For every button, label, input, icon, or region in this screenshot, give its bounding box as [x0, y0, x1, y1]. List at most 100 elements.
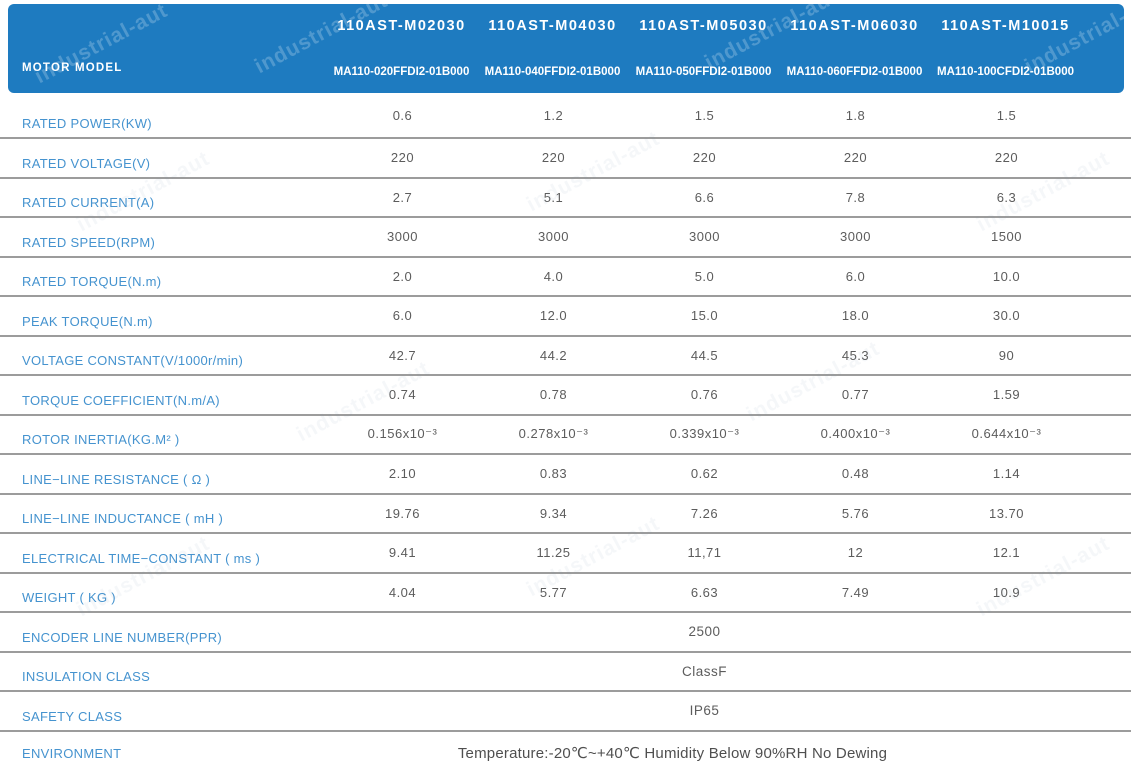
spec-row-label: ENCODER LINE NUMBER(PPR): [22, 629, 223, 645]
part-number: MA110-060FFDI2-01B000: [786, 64, 923, 78]
spec-value: 0.278x10⁻³: [518, 426, 589, 442]
spec-value: 3000: [689, 229, 720, 245]
spec-value: 6.6: [694, 189, 715, 205]
spec-value: 0.156x10⁻³: [367, 426, 438, 442]
table-row: PEAK TORQUE(N.m) 6.0 12.0 15.0 18.0 30.0: [0, 297, 1131, 337]
spec-value: 5.1: [543, 189, 564, 205]
spec-value: 2.10: [388, 466, 417, 482]
spec-value: 0.644x10⁻³: [971, 426, 1042, 442]
spec-row-label: WEIGHT ( KG ): [22, 590, 116, 605]
spec-value: 12.1: [992, 545, 1021, 561]
spec-value: 44.5: [690, 347, 719, 363]
part-number: MA110-050FFDI2-01B000: [635, 64, 772, 78]
spec-row-label: TORQUE COEFFICIENT(N.m/A): [22, 392, 220, 408]
spec-value: 3000: [840, 229, 871, 245]
spec-value: 6.0: [392, 308, 413, 324]
spec-value: 0.400x10⁻³: [820, 426, 891, 442]
table-row: TORQUE COEFFICIENT(N.m/A) 0.74 0.78 0.76…: [0, 376, 1131, 416]
spec-value: 3000: [387, 229, 418, 245]
part-number: MA110-040FFDI2-01B000: [484, 64, 621, 78]
spec-value: 220: [843, 150, 868, 166]
table-header: industrial-aut industrial-aut industrial…: [8, 4, 1124, 93]
table-row: LINE−LINE INDUCTANCE ( mH ) 19.76 9.34 7…: [0, 495, 1131, 534]
spec-value: 90: [998, 347, 1015, 363]
spec-value: 4.04: [388, 584, 417, 600]
motor-model-header-label: MOTOR MODEL: [22, 62, 123, 74]
table-row: RATED POWER(KW) 0.6 1.2 1.5 1.8 1.5: [0, 93, 1131, 139]
table-row: INSULATION CLASS ClassF: [0, 653, 1131, 692]
spec-value: 0.6: [392, 107, 413, 123]
spec-row-label: RATED POWER(KW): [22, 116, 152, 131]
spec-row-label: RATED CURRENT(A): [22, 195, 155, 210]
spec-merged-value: 2500: [688, 624, 721, 640]
spec-value: 0.77: [841, 387, 870, 403]
spec-value: 1.2: [543, 107, 564, 123]
table-row: RATED CURRENT(A) 2.7 5.1 6.6 7.8 6.3: [0, 179, 1131, 218]
spec-rows: RATED POWER(KW) 0.6 1.2 1.5 1.8 1.5 RATE…: [0, 93, 1131, 613]
spec-value: 10.0: [992, 268, 1021, 284]
spec-value: 2.7: [392, 189, 413, 205]
table-row: ROTOR INERTIA(KG.M² ) 0.156x10⁻³ 0.278x1…: [0, 416, 1131, 455]
spec-row-label: INSULATION CLASS: [22, 669, 151, 684]
spec-value: 9.41: [388, 545, 417, 561]
spec-value: 15.0: [690, 308, 719, 324]
model-name: 110AST-M04030: [488, 18, 617, 34]
spec-value: 1.5: [694, 107, 715, 123]
spec-value: 2.0: [392, 268, 413, 284]
spec-value: 11,71: [687, 545, 722, 561]
table-row-environment: ENVIRONMENT Temperature:-20℃~+40℃ Humidi…: [0, 732, 1131, 767]
spec-value: 0.62: [690, 466, 719, 482]
spec-value: 0.78: [539, 387, 568, 403]
spec-value: 1.8: [845, 107, 866, 123]
spec-value: 1500: [991, 229, 1022, 245]
spec-value: 12.0: [539, 308, 568, 324]
spec-value: 10.9: [992, 584, 1021, 600]
spec-row-label: RATED VOLTAGE(V): [22, 155, 151, 171]
spec-value: 0.83: [539, 466, 568, 482]
spec-value: 3000: [538, 229, 569, 245]
table-row: RATED TORQUE(N.m) 2.0 4.0 5.0 6.0 10.0: [0, 258, 1131, 297]
spec-value: 42.7: [388, 347, 417, 363]
spec-value: 7.49: [841, 584, 870, 600]
table-row: RATED VOLTAGE(V) 220 220 220 220 220: [0, 139, 1131, 179]
spec-value: 6.63: [690, 584, 719, 600]
model-name: 110AST-M06030: [790, 18, 919, 34]
spec-value: 6.0: [845, 268, 866, 284]
spec-value: 1.5: [996, 107, 1017, 123]
table-row: RATED SPEED(RPM) 3000 3000 3000 3000 150…: [0, 218, 1131, 258]
table-row: ELECTRICAL TIME−CONSTANT ( ms ) 9.41 11.…: [0, 534, 1131, 574]
spec-value: 18.0: [841, 308, 870, 324]
spec-row-label: ELECTRICAL TIME−CONSTANT ( ms ): [22, 550, 261, 566]
spec-value: 9.34: [539, 505, 568, 521]
table-row: LINE−LINE RESISTANCE ( Ω ) 2.10 0.83 0.6…: [0, 455, 1131, 495]
spec-row-label: PEAK TORQUE(N.m): [22, 313, 153, 329]
spec-row-label: RATED TORQUE(N.m): [22, 274, 162, 289]
spec-value: 44.2: [539, 347, 568, 363]
spec-value: 0.339x10⁻³: [669, 426, 740, 442]
spec-table: RATED POWER(KW) 0.6 1.2 1.5 1.8 1.5 RATE…: [0, 93, 1131, 767]
model-name-row: 110AST-M02030 110AST-M04030 110AST-M0503…: [326, 18, 1081, 34]
spec-value: 0.74: [388, 387, 417, 403]
spec-row-label: ROTOR INERTIA(KG.M² ): [22, 432, 180, 447]
spec-value: 1.59: [992, 387, 1021, 403]
table-row: SAFETY CLASS IP65: [0, 692, 1131, 732]
spec-value: 19.76: [384, 505, 421, 521]
spec-value: 0.48: [841, 466, 870, 482]
watermark-text: industrial-aut: [30, 4, 172, 89]
part-number: MA110-100CFDI2-01B000: [936, 64, 1075, 78]
spec-value: 220: [541, 150, 566, 166]
spec-value: 7.8: [845, 189, 866, 205]
spec-row-label: LINE−LINE RESISTANCE ( Ω ): [22, 471, 211, 487]
table-row: ENCODER LINE NUMBER(PPR) 2500: [0, 613, 1131, 653]
part-number: MA110-020FFDI2-01B000: [333, 64, 470, 78]
spec-merged-value: ClassF: [681, 663, 727, 679]
spec-value: 12: [847, 545, 864, 561]
spec-row-label: LINE−LINE INDUCTANCE ( mH ): [22, 511, 224, 526]
table-row: VOLTAGE CONSTANT(V/1000r/min) 42.7 44.2 …: [0, 337, 1131, 376]
spec-merged-value: IP65: [689, 703, 720, 719]
spec-row-label: RATED SPEED(RPM): [22, 234, 156, 250]
spec-row-label: ENVIRONMENT: [22, 745, 122, 761]
spec-value: 5.77: [539, 584, 568, 600]
spec-value: 220: [994, 150, 1019, 166]
model-name: 110AST-M05030: [639, 18, 768, 34]
